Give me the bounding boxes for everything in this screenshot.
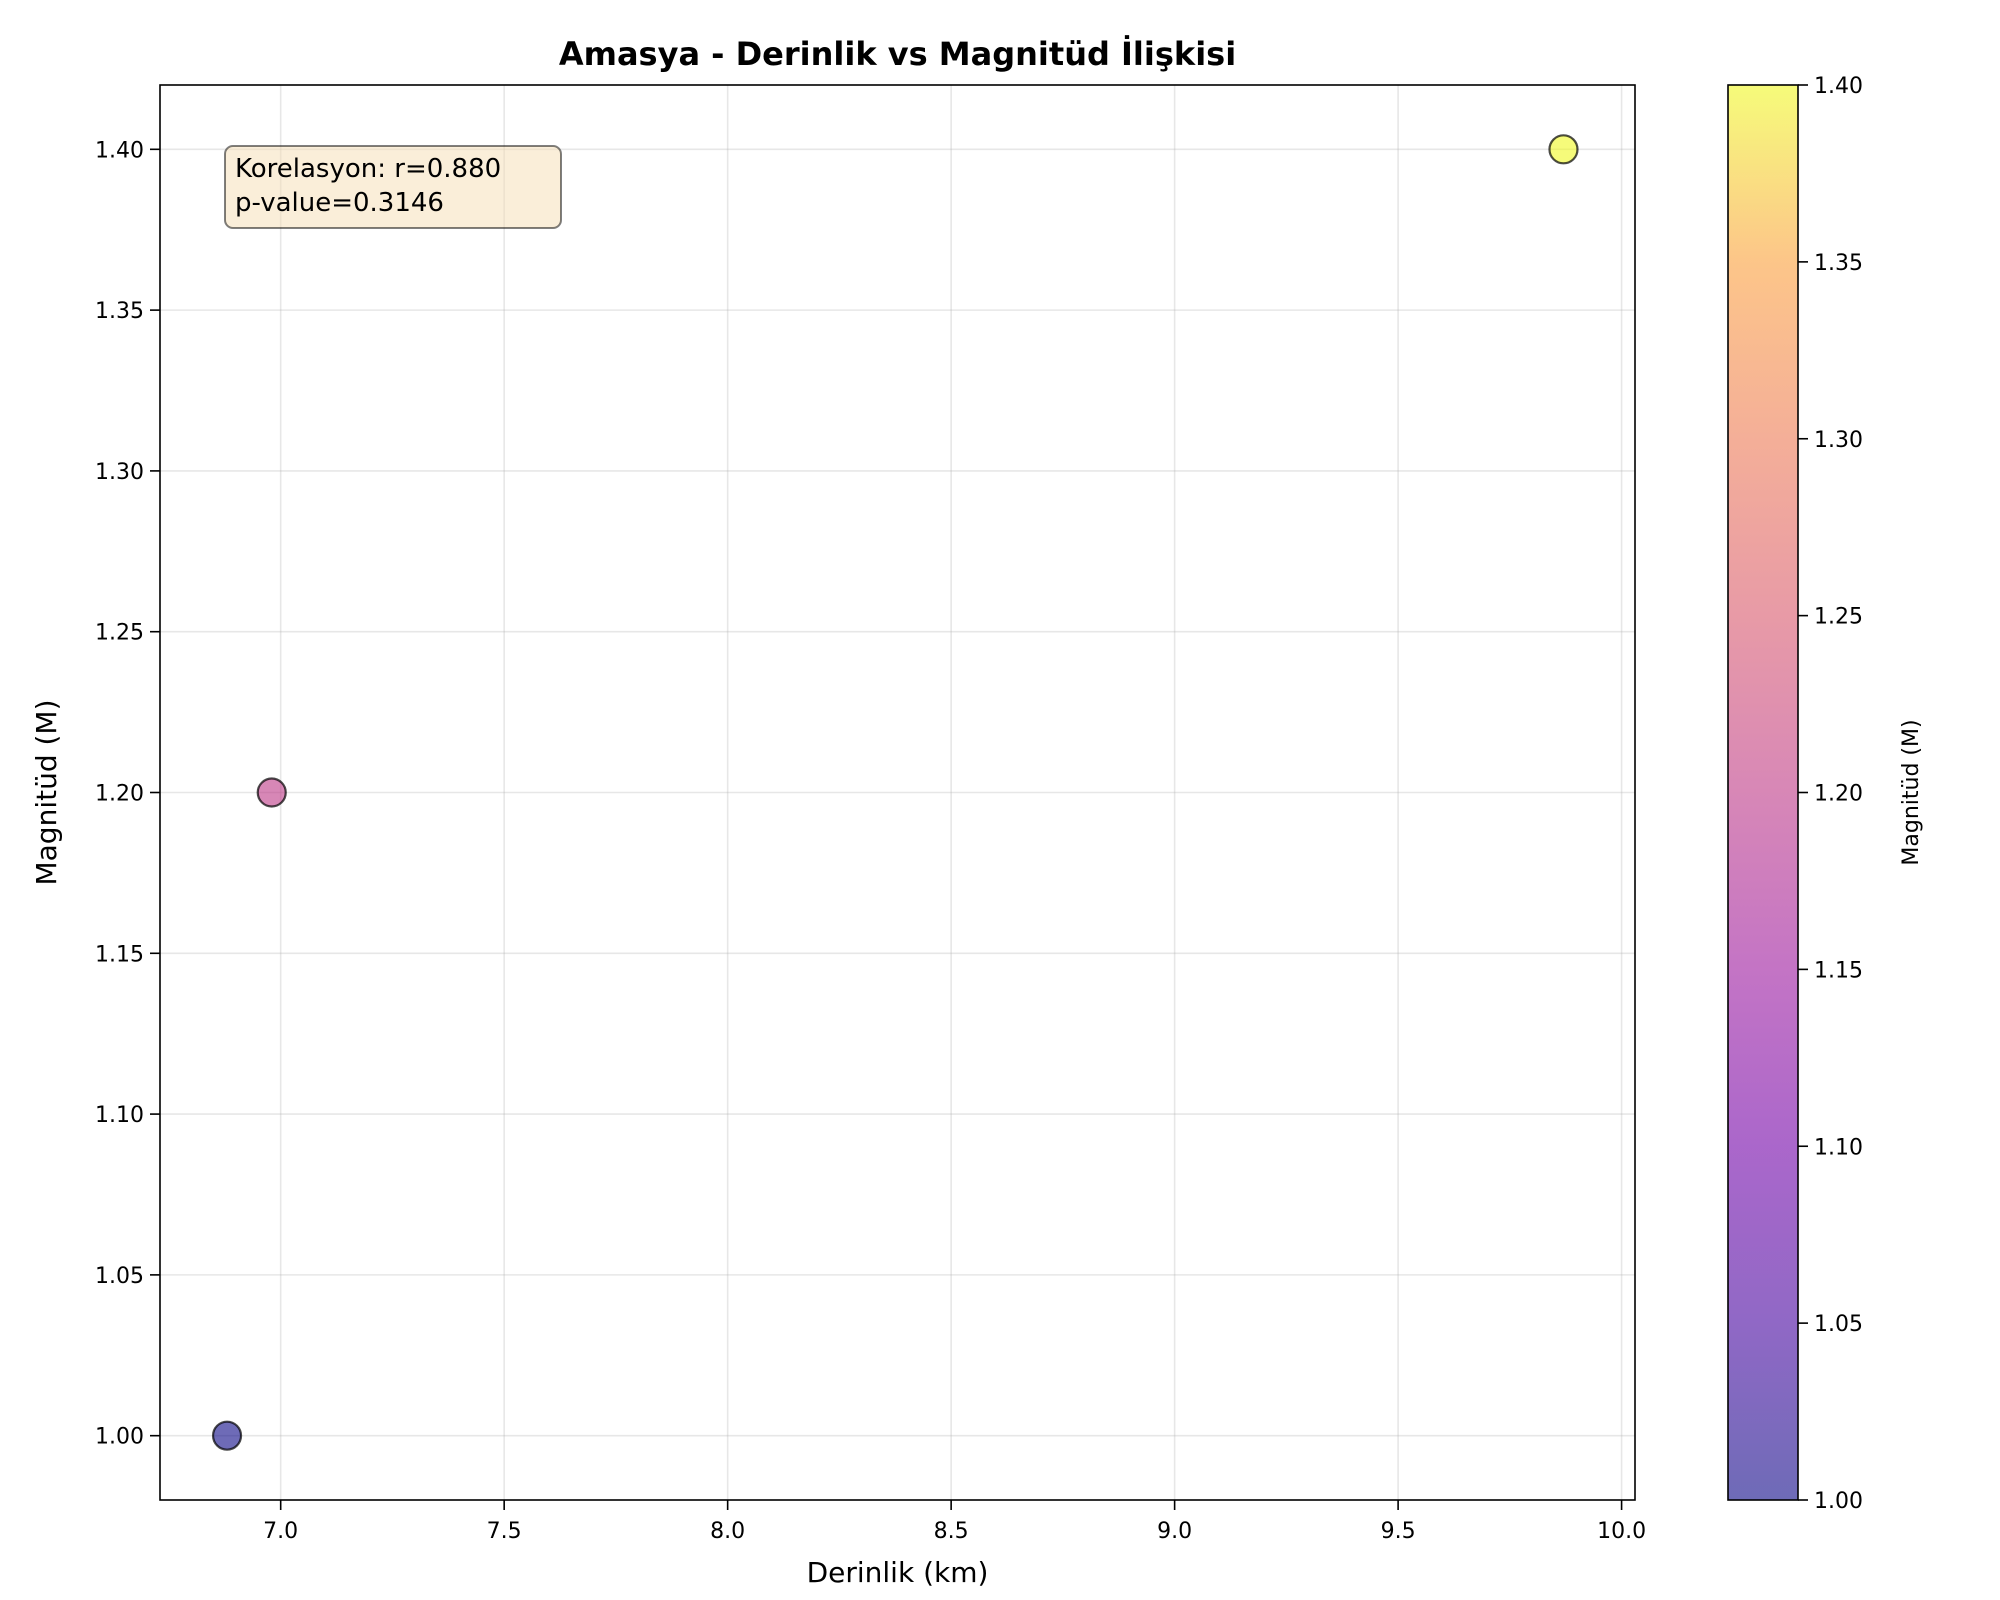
x-tick-label: 9.5 xyxy=(1381,1519,1416,1544)
y-axis: 1.00 1.05 1.10 1.15 1.20 1.25 1.30 1.35 1.40 xyxy=(95,138,160,1450)
colorbar-tick-label: 1.25 xyxy=(1814,605,1863,630)
y-tick-label: 1.15 xyxy=(95,942,144,967)
y-axis-label: Magnitüd (M) xyxy=(30,699,63,885)
x-tick-label: 8.0 xyxy=(710,1519,745,1544)
y-tick-label: 1.20 xyxy=(95,782,144,807)
y-tick-label: 1.25 xyxy=(95,621,144,646)
y-tick-label: 1.10 xyxy=(95,1103,144,1128)
x-tick-label: 9.0 xyxy=(1157,1519,1192,1544)
colorbar-tick-label: 1.10 xyxy=(1814,1135,1863,1160)
colorbar-tick-label: 1.35 xyxy=(1814,251,1863,276)
y-tick-label: 1.05 xyxy=(95,1264,144,1289)
annotation-p-value: p-value=0.3146 xyxy=(235,188,444,218)
y-tick-label: 1.40 xyxy=(95,138,144,163)
colorbar-tick-label: 1.00 xyxy=(1814,1489,1863,1514)
colorbar-tick-label: 1.30 xyxy=(1814,428,1863,453)
colorbar-ticks: 1.00 1.05 1.10 1.15 1.20 1.25 1.30 1.35 1.40 xyxy=(1798,74,1863,1514)
data-point xyxy=(211,1420,243,1451)
x-tick-label: 8.5 xyxy=(934,1519,969,1544)
data-point xyxy=(256,777,287,808)
grid xyxy=(160,85,1635,1500)
y-tick-label: 1.35 xyxy=(95,299,144,324)
x-tick-label: 7.0 xyxy=(263,1519,298,1544)
x-tick-label: 7.5 xyxy=(487,1519,522,1544)
x-tick-label: 10.0 xyxy=(1597,1519,1646,1544)
y-tick-label: 1.00 xyxy=(95,1425,144,1450)
annotation-box xyxy=(224,145,562,229)
x-axis: 7.0 7.5 8.0 8.5 9.0 9.5 10.0 xyxy=(263,1500,1646,1544)
chart-title: Amasya - Derinlik vs Magnitüd İlişkisi xyxy=(559,35,1236,73)
colorbar: 1.00 1.05 1.10 1.15 1.20 1.25 1.30 1.35 1.40 Mag… xyxy=(1727,74,1924,1514)
annotation-correlation: Korelasyon: r=0.880 xyxy=(235,154,501,184)
colorbar-tick-label: 1.05 xyxy=(1814,1312,1863,1337)
x-axis-label: Derinlik (km) xyxy=(807,1556,989,1589)
colorbar-label: Magnitüd (M) xyxy=(1899,719,1924,865)
data-points xyxy=(211,134,1579,1451)
data-point xyxy=(1548,134,1579,165)
y-tick-label: 1.30 xyxy=(95,460,144,485)
colorbar-tick-label: 1.15 xyxy=(1814,958,1863,983)
colorbar-gradient xyxy=(1728,85,1798,1500)
colorbar-tick-label: 1.40 xyxy=(1814,74,1863,99)
correlation-annotation: Korelasyon: r=0.880 p-value=0.3146 xyxy=(224,145,562,229)
colorbar-tick-label: 1.20 xyxy=(1814,782,1863,807)
